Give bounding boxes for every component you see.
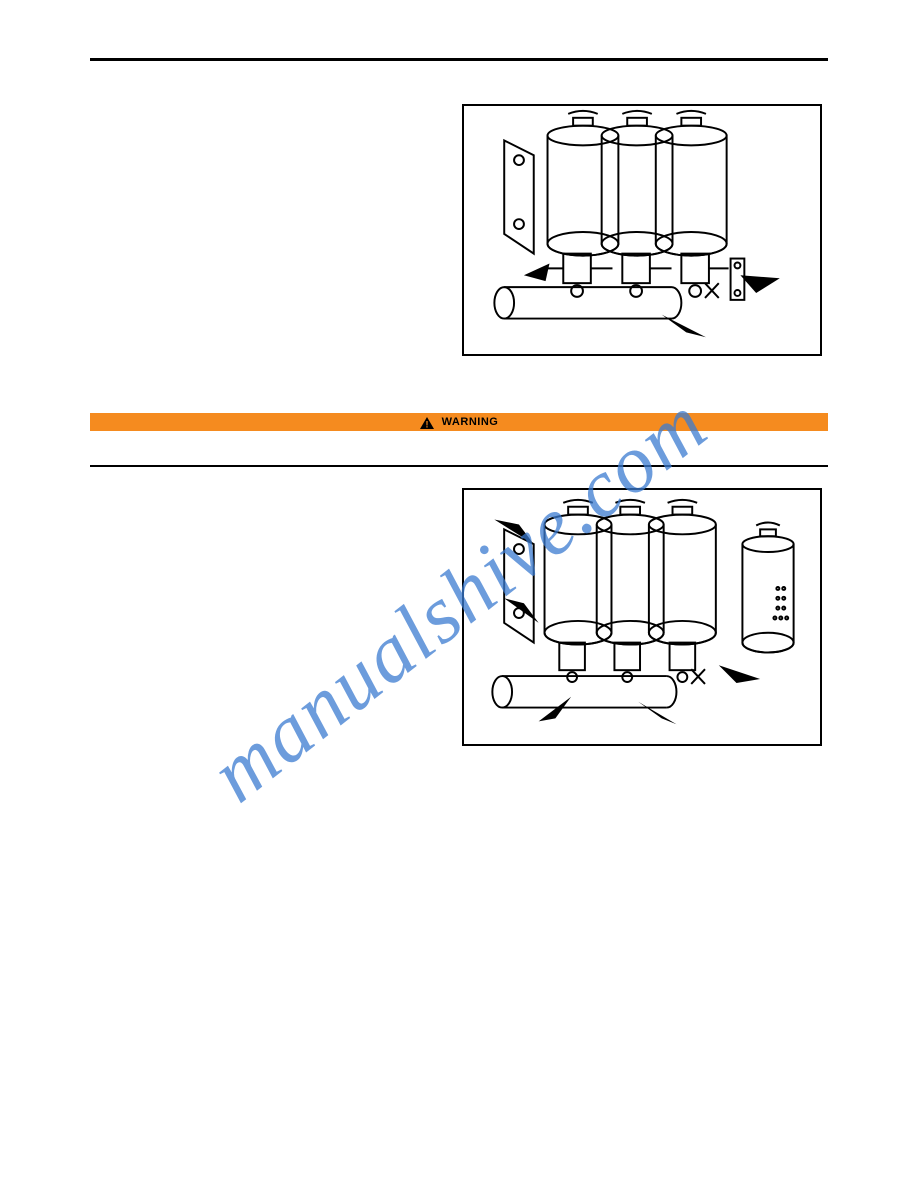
warning-bottom-rule — [90, 465, 828, 467]
figure-1-box — [462, 104, 822, 356]
page-top-rule — [90, 58, 828, 61]
figure-2-illustration — [464, 490, 820, 744]
warning-label: WARNING — [442, 416, 499, 428]
warning-bar: ! WARNING — [90, 413, 828, 431]
figure-2-box — [462, 488, 822, 746]
warning-icon: ! — [420, 416, 434, 428]
svg-text:!: ! — [425, 420, 428, 430]
figure-1-illustration — [464, 106, 820, 354]
